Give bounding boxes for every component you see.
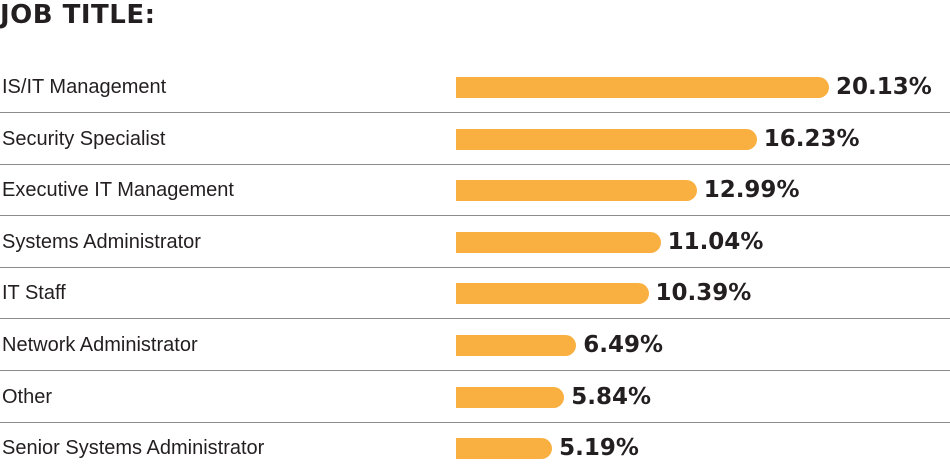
- bar-row: Executive IT Management 12.99%: [0, 165, 950, 217]
- bar: [456, 438, 553, 460]
- value-label: 16.23%: [763, 125, 860, 152]
- bar-row: Other 5.84%: [0, 372, 950, 423]
- row-divider: [0, 370, 950, 371]
- category-label: Security Specialist: [2, 127, 166, 150]
- bar-row: IT Staff 10.39%: [0, 268, 950, 320]
- row-divider: [0, 215, 950, 217]
- value-label: 5.84%: [571, 383, 651, 410]
- row-divider: [0, 421, 950, 423]
- chart-title: JOB TITLE:: [0, 0, 156, 30]
- row-divider: [0, 266, 950, 268]
- value-label: 20.13%: [836, 74, 932, 100]
- row-divider: [0, 112, 950, 113]
- value-label: 11.04%: [667, 228, 764, 255]
- bar: [456, 77, 829, 98]
- bar: [456, 283, 649, 305]
- bar-chart: IS/IT Management 20.13% Security Specialis…: [0, 62, 950, 463]
- category-label: Network Administrator: [2, 334, 198, 356]
- category-label: Systems Administrator: [2, 230, 201, 253]
- category-label: IS/IT Management: [2, 76, 167, 98]
- bar: [456, 180, 697, 202]
- row-divider: [0, 318, 950, 320]
- value-label: 5.19%: [559, 435, 639, 462]
- bar-row: Systems Administrator 11.04%: [0, 217, 950, 268]
- category-label: Senior Systems Administrator: [2, 437, 265, 460]
- value-label: 6.49%: [583, 332, 664, 358]
- bar: [456, 335, 577, 356]
- category-label: IT Staff: [2, 282, 66, 305]
- bar-row: Network Administrator 6.49%: [0, 320, 950, 371]
- category-label: Executive IT Management: [2, 179, 234, 202]
- bar: [456, 128, 757, 150]
- value-label: 10.39%: [655, 280, 752, 307]
- value-label: 12.99%: [703, 177, 800, 204]
- bar: [456, 231, 661, 253]
- category-label: Other: [2, 385, 53, 408]
- bar-row: IS/IT Management 20.13%: [0, 62, 950, 113]
- bar: [456, 386, 565, 408]
- row-divider: [0, 163, 950, 165]
- bar-row: Security Specialist 16.23%: [0, 114, 950, 165]
- bar-row: Senior Systems Administrator 5.19%: [0, 423, 950, 474]
